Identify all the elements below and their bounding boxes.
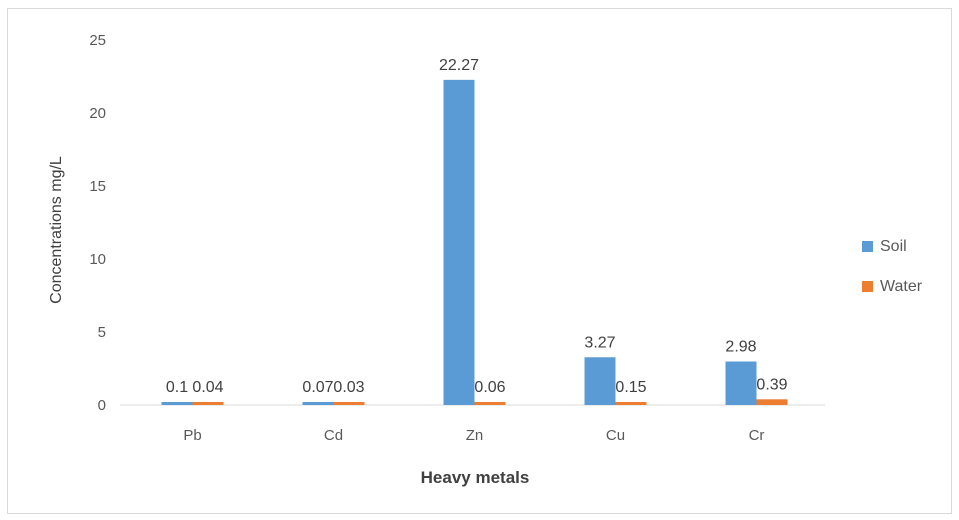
- data-label-soil-cr: 2.98: [725, 338, 756, 355]
- bar-soil-cr: [725, 361, 757, 405]
- data-label-soil-cd: 0.07: [302, 379, 333, 396]
- data-label-soil-pb: 0.1: [166, 379, 188, 396]
- x-tick-label: Cr: [749, 427, 765, 444]
- bar-soil-pb: [161, 402, 193, 405]
- data-label-water-pb: 0.04: [192, 379, 223, 396]
- y-tick-label: 15: [89, 178, 106, 195]
- x-axis-title: Heavy metals: [421, 468, 530, 487]
- y-tick-label: 10: [89, 251, 106, 268]
- legend: Soil Water: [862, 238, 923, 295]
- legend-label-water: Water: [880, 278, 923, 295]
- y-axis-ticks: 0 5 10 15 20 25: [89, 32, 106, 414]
- data-label-water-cr: 0.39: [756, 376, 787, 393]
- bar-water-cd: [333, 402, 365, 405]
- bars: [161, 79, 788, 405]
- data-label-soil-zn: 22.27: [439, 57, 479, 74]
- x-tick-label: Cd: [324, 427, 343, 444]
- data-label-water-zn: 0.06: [474, 379, 505, 396]
- legend-label-soil: Soil: [880, 238, 907, 255]
- bar-soil-cu: [584, 357, 616, 405]
- y-tick-label: 25: [89, 32, 106, 49]
- x-axis-ticks: Pb Cd Zn Cu Cr: [183, 427, 764, 444]
- y-axis-title: Concentrations mg/L: [48, 156, 65, 304]
- bar-water-cu: [615, 402, 647, 405]
- bar-soil-cd: [302, 402, 334, 405]
- legend-swatch-soil: [862, 241, 873, 252]
- chart-frame: [7, 8, 952, 514]
- x-tick-label: Zn: [466, 427, 484, 444]
- data-labels: 0.1 0.04 0.07 0.03 22.27 0.06 3.27 0.15 2.98 0.39: [166, 57, 788, 396]
- bar-soil-zn: [443, 79, 475, 405]
- bar-water-pb: [192, 402, 224, 405]
- legend-swatch-water: [862, 281, 873, 292]
- data-label-water-cu: 0.15: [615, 379, 646, 396]
- bar-water-cr: [756, 399, 788, 405]
- data-label-water-cd: 0.03: [333, 379, 364, 396]
- y-tick-label: 0: [98, 397, 106, 414]
- y-tick-label: 20: [89, 105, 106, 122]
- x-tick-label: Pb: [183, 427, 201, 444]
- bar-water-zn: [474, 402, 506, 405]
- data-label-soil-cu: 3.27: [584, 334, 615, 351]
- x-tick-label: Cu: [606, 427, 625, 444]
- y-tick-label: 5: [98, 324, 106, 341]
